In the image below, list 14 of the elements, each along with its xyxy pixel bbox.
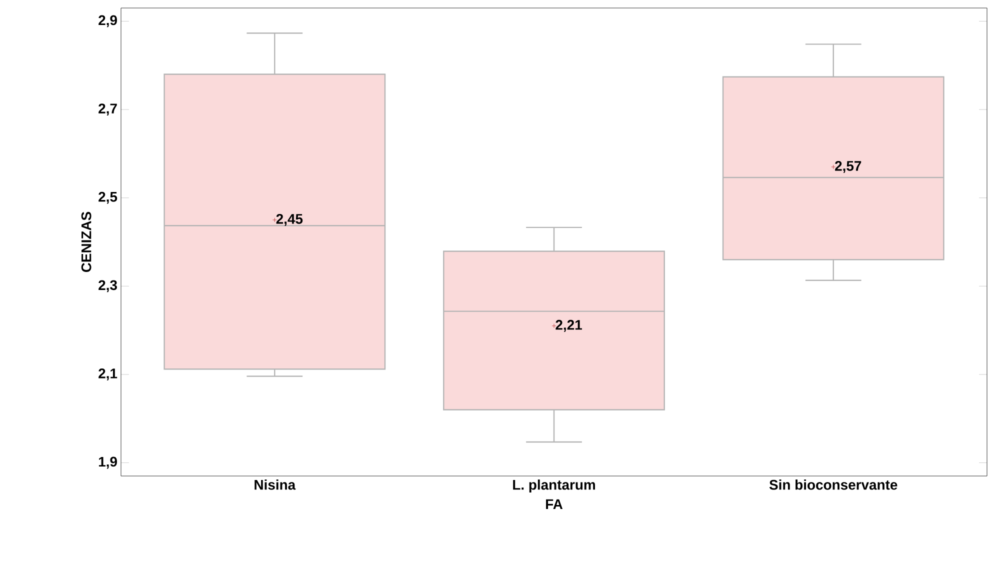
x-axis-title: FA (546, 499, 563, 509)
y-tick-label: 1,9 (98, 456, 117, 469)
y-tick-label: 2,3 (98, 280, 117, 292)
annotation: 2,21 (556, 320, 582, 332)
annotation: 2,57 (835, 160, 862, 173)
y-axis-title: CENIZAS (81, 212, 92, 272)
y-tick-label: 2,5 (98, 192, 118, 204)
x-tick-label: Nisina (254, 480, 296, 490)
y-tick-label: 2,7 (98, 104, 117, 116)
y-tick-label: 2,9 (98, 15, 117, 28)
annotation: 2,45 (276, 214, 303, 226)
y-tick-label: 2,1 (98, 368, 118, 380)
x-tick-label: L. plantarum (513, 480, 595, 493)
x-tick-label: Sin bioconservante (769, 480, 898, 490)
